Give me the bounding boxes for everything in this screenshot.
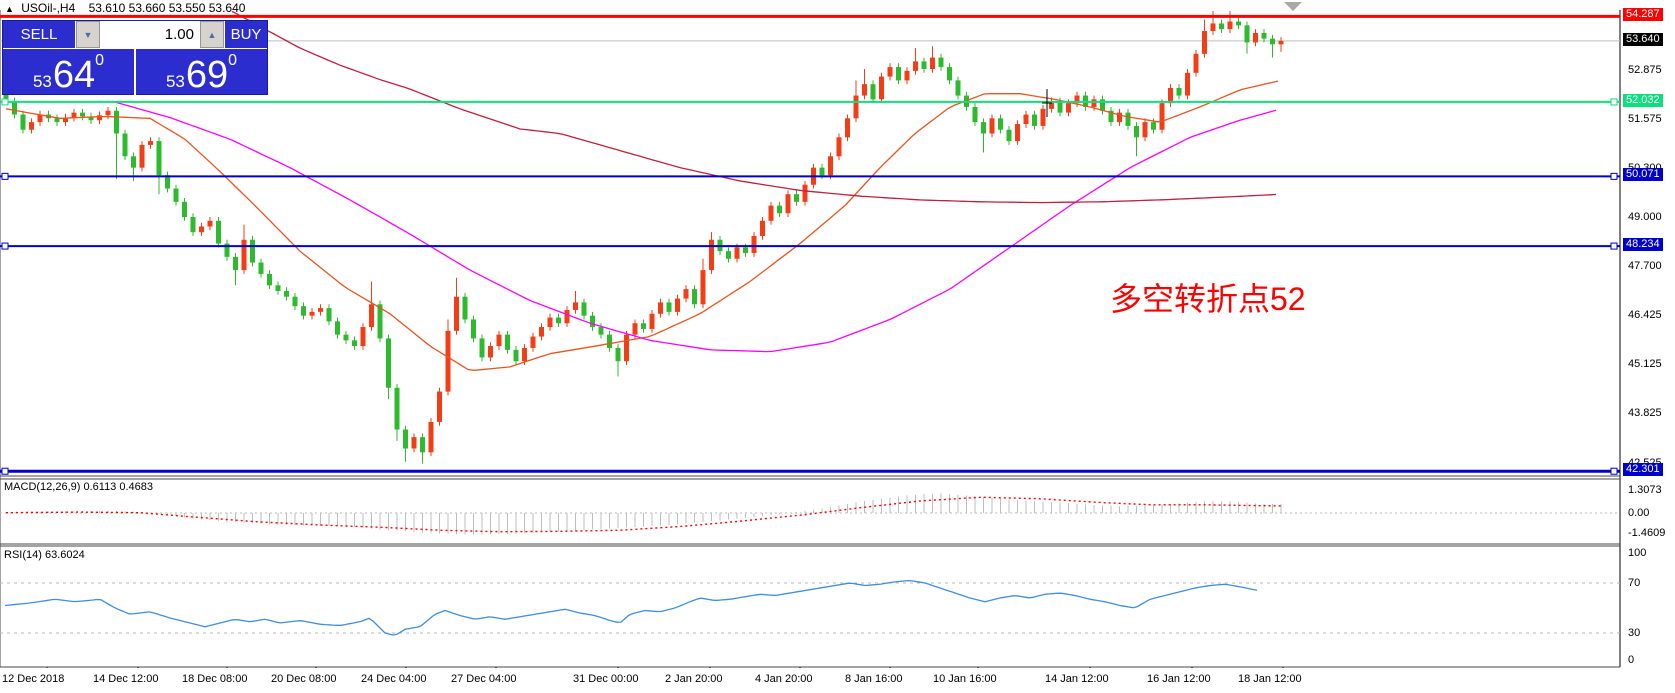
price-badge-50.071: 50.071 [1623,168,1663,182]
rsi-line [4,579,1258,636]
rsi-indicator-label: RSI(14) 63.6024 [4,549,85,561]
time-axis-label: 12 Dec 2018 [2,673,65,685]
symbol-period-label: USOil-,H4 [21,1,76,15]
volume-decrease-button[interactable]: ▼ [76,21,100,48]
time-axis-label: 10 Jan 16:00 [933,673,997,685]
time-axis-label: 18 Jan 12:00 [1238,673,1302,685]
time-axis-label: 14 Dec 12:00 [93,673,159,685]
rsi-panel[interactable] [0,579,1620,636]
sell-price-sup: 0 [95,52,105,69]
time-axis-label: 14 Jan 12:00 [1045,673,1109,685]
time-axis-label: 2 Jan 20:00 [665,673,723,685]
ohlc-values-label: 53.610 53.660 53.550 53.640 [88,1,246,15]
sell-price-small: 53 [32,72,52,91]
time-axis-label: 18 Dec 08:00 [182,673,248,685]
slow-ma-line [231,10,1277,204]
sell-price-button[interactable]: 53 64 0 [3,49,136,96]
macd-panel[interactable] [0,493,1620,535]
annotation-text-object[interactable]: 多空转折点52 [1110,281,1306,317]
sell-button[interactable]: SELL [3,21,76,48]
indicator-axis-label: 100 [1628,547,1647,559]
one-click-collapse-icon[interactable]: ▲ [5,4,14,14]
sell-price-big: 64 [52,54,96,97]
buy-price-sup: 0 [228,52,238,69]
price-tick-label: 43.825 [1628,407,1662,420]
volume-increase-button[interactable]: ▲ [200,21,224,48]
indicator-axis-label: 70 [1628,577,1641,589]
price-tick-label: 47.700 [1628,260,1662,273]
price-badge-53.640: 53.640 [1623,32,1663,46]
time-axis-label: 20 Dec 08:00 [271,673,337,685]
horizontal-line-50.071[interactable] [0,172,1620,180]
horizontal-line-42.301[interactable] [0,467,1620,475]
price-badge-54.287: 54.287 [1623,8,1663,22]
time-axis-label: 4 Jan 20:00 [755,673,813,685]
time-axis-label: 31 Dec 00:00 [573,673,639,685]
indicator-axis-label: 0 [1628,654,1635,666]
buy-price-button[interactable]: 53 69 0 [136,49,267,96]
buy-button[interactable]: BUY [224,21,267,48]
horizontal-line-52.032[interactable] [0,98,1620,106]
macd-indicator-label: MACD(12,26,9) 0.6113 0.4683 [4,481,153,493]
cursor-cross-marker [1042,89,1052,117]
one-click-trading-panel: SELL ▼ ▲ BUY 53 64 0 53 69 0 [2,20,268,96]
price-badge-48.234: 48.234 [1623,238,1663,252]
price-badge-42.301: 42.301 [1623,463,1663,477]
indicator-axis-label: 1.3073 [1628,484,1662,496]
horizontal-line-48.234[interactable] [0,242,1620,250]
chart-title-bar: ▲ USOil-,H4 53.610 53.660 53.550 53.640 [5,1,245,15]
price-tick-label: 49.000 [1628,211,1662,223]
price-tick-label: 52.875 [1628,63,1662,76]
medium-ma-line [111,100,1277,353]
time-axis-label: 8 Jan 16:00 [845,673,903,685]
time-axis-label: 16 Jan 12:00 [1147,673,1211,685]
volume-input[interactable] [100,21,200,48]
indicator-axis-label: 0.00 [1628,507,1650,519]
price-axis[interactable]: 52.87551.57550.30049.00047.70046.42545.1… [1620,0,1675,668]
price-tick-label: 46.425 [1628,308,1662,321]
price-tick-label: 45.125 [1628,358,1662,371]
price-badge-52.032: 52.032 [1623,93,1663,107]
chart-shift-marker[interactable] [1284,2,1302,11]
indicator-axis-label: -1.4609 [1628,527,1666,539]
buy-price-big: 69 [185,54,229,97]
time-axis-label: 27 Dec 04:00 [451,673,517,685]
price-tick-label: 51.575 [1628,113,1662,126]
time-axis-label: 24 Dec 04:00 [361,673,427,685]
buy-price-small: 53 [165,72,185,91]
indicator-axis-label: 30 [1628,627,1641,639]
time-axis[interactable]: 12 Dec 2018 14 Dec 12:00 18 Dec 08:00 20 De… [0,668,1620,693]
